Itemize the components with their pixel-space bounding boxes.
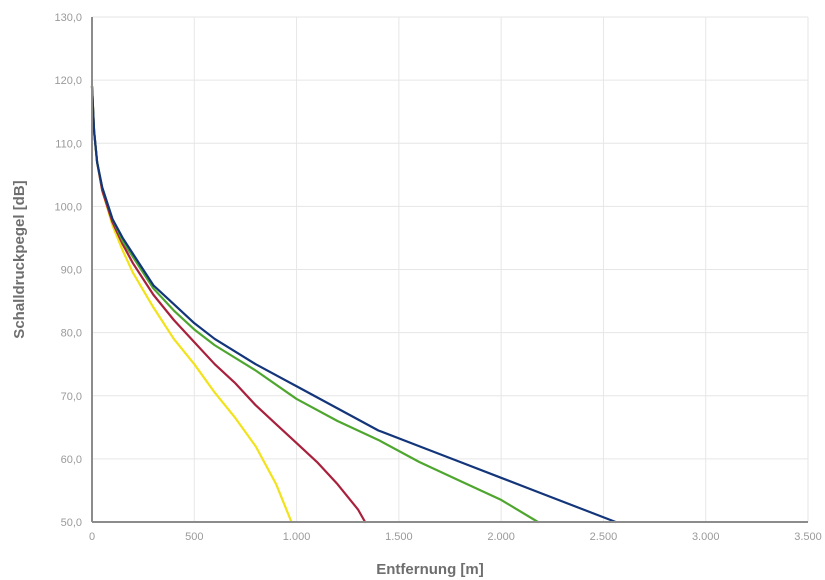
series-layer — [90, 85, 617, 524]
y-tick-label: 60,0 — [61, 454, 82, 466]
y-tick-label: 120,0 — [54, 75, 82, 87]
series-line-2 — [90, 85, 367, 524]
axes — [91, 17, 808, 523]
x-tick-label: 2.000 — [487, 531, 515, 543]
x-tick-label: 3.500 — [794, 531, 822, 543]
series-line-3 — [90, 85, 540, 524]
x-axis-title: Entfernung [m] — [376, 561, 483, 578]
y-tick-label: 100,0 — [54, 201, 82, 213]
y-tick-label: 110,0 — [55, 138, 82, 150]
y-tick-label: 80,0 — [61, 328, 82, 340]
y-tick-label: 70,0 — [61, 391, 82, 403]
y-axis-title: Schalldruckpegel [dB] — [11, 180, 28, 338]
x-tick-label: 500 — [185, 531, 203, 543]
y-tick-label: 50,0 — [61, 517, 82, 529]
series-line-1 — [90, 85, 293, 524]
y-tick-labels: 50,0 60,0 70,0 80,0 90,0 100,0 110,0 120,0 130,0 — [54, 12, 82, 529]
y-tick-label: 90,0 — [61, 265, 82, 277]
grid — [92, 16, 809, 522]
x-tick-labels: 0 500 1.000 1.500 2.000 2.500 3.000 3.500 — [89, 531, 822, 543]
x-tick-label: 1.000 — [283, 531, 311, 543]
x-tick-label: 0 — [89, 531, 95, 543]
series-line-4 — [90, 85, 617, 524]
x-tick-label: 1.500 — [385, 531, 413, 543]
y-tick-label: 130,0 — [54, 12, 82, 24]
x-tick-label: 2.500 — [590, 531, 618, 543]
x-tick-label: 3.000 — [692, 531, 720, 543]
